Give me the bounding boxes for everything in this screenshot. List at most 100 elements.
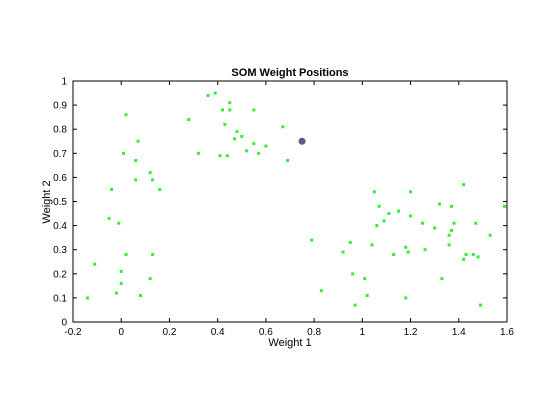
data-point xyxy=(225,154,229,158)
data-point xyxy=(363,277,367,281)
data-point xyxy=(450,204,454,208)
data-point xyxy=(124,253,128,257)
data-point xyxy=(387,212,391,216)
data-point xyxy=(348,240,352,244)
plot-area xyxy=(72,80,508,323)
data-point xyxy=(213,91,217,95)
x-tick-label: 0.2 xyxy=(162,327,176,338)
data-point xyxy=(85,296,89,300)
data-point xyxy=(148,171,152,175)
y-tick-label: 0 xyxy=(61,318,67,329)
data-point xyxy=(124,113,128,117)
data-point xyxy=(474,221,478,225)
data-point xyxy=(341,250,345,254)
data-point xyxy=(365,293,369,297)
data-point xyxy=(351,272,355,276)
data-point xyxy=(319,289,323,293)
data-point xyxy=(110,187,114,191)
data-point xyxy=(382,219,386,223)
data-point xyxy=(464,253,468,257)
data-point xyxy=(447,243,451,247)
y-tick-label: 0.5 xyxy=(53,197,67,208)
data-point xyxy=(404,296,408,300)
data-point xyxy=(392,253,396,257)
data-point xyxy=(406,250,410,254)
x-tick-label: 1 xyxy=(360,327,366,338)
x-tick-label: 1.6 xyxy=(500,327,514,338)
data-point xyxy=(377,204,381,208)
data-point xyxy=(228,101,232,105)
data-point xyxy=(93,262,97,266)
y-tick-label: 0.2 xyxy=(53,269,67,280)
data-point xyxy=(196,151,200,155)
data-point xyxy=(409,214,413,218)
data-point xyxy=(488,233,492,237)
data-point xyxy=(240,134,244,138)
x-tick-label: 0.6 xyxy=(259,327,273,338)
y-tick-label: 1 xyxy=(61,77,67,88)
data-point xyxy=(476,255,480,259)
y-tick-label: 0.8 xyxy=(53,125,67,136)
data-point xyxy=(136,139,140,143)
data-point xyxy=(117,221,121,225)
data-point xyxy=(375,224,379,228)
data-point xyxy=(264,144,268,148)
data-point xyxy=(122,151,126,155)
x-tick-label: 0.4 xyxy=(211,327,225,338)
chart-title: SOM Weight Positions xyxy=(231,67,348,79)
y-axis: 0 0.1 0.2 0.3 0.4 0.5 0.6 0.7 0.8 0.9 1 xyxy=(53,77,507,329)
data-point xyxy=(218,154,222,158)
data-point xyxy=(134,178,138,182)
y-tick-label: 0.4 xyxy=(53,221,67,232)
data-point xyxy=(119,281,123,285)
data-point xyxy=(404,245,408,249)
x-tick-label: 1.2 xyxy=(404,327,418,338)
x-tick-label: -0.2 xyxy=(64,327,82,338)
data-point xyxy=(148,277,152,281)
data-point xyxy=(423,248,427,252)
data-point xyxy=(440,277,444,281)
y-tick-label: 0.1 xyxy=(53,293,67,304)
x-axis-label: Weight 1 xyxy=(268,337,311,349)
y-tick-label: 0.3 xyxy=(53,245,67,256)
data-point xyxy=(235,130,239,134)
y-tick-label: 0.9 xyxy=(53,101,67,112)
data-point xyxy=(421,221,425,225)
data-point xyxy=(114,291,118,295)
data-point xyxy=(220,108,224,112)
data-point xyxy=(286,159,290,163)
data-point xyxy=(409,190,413,194)
x-tick-label: 1.4 xyxy=(452,327,466,338)
data-point xyxy=(397,209,400,213)
data-point xyxy=(310,238,314,242)
data-point xyxy=(433,226,437,230)
data-point xyxy=(452,221,456,225)
data-point xyxy=(478,303,482,307)
data-point xyxy=(107,216,111,220)
data-point xyxy=(462,183,466,187)
data-point xyxy=(119,269,123,273)
highlighted-point xyxy=(298,137,306,145)
x-axis: -0.2 0 0.2 0.4 0.6 0.8 1 1.2 1.4 1.6 xyxy=(64,81,514,338)
data-point xyxy=(447,233,451,237)
y-tick-label: 0.7 xyxy=(53,149,67,160)
data-point xyxy=(450,228,454,232)
data-point xyxy=(372,190,376,194)
data-point xyxy=(370,243,374,247)
data-points xyxy=(85,91,507,307)
data-point xyxy=(187,118,191,122)
y-axis-label: Weight 2 xyxy=(41,180,53,223)
data-point xyxy=(151,253,155,257)
data-point xyxy=(228,108,232,112)
data-point xyxy=(134,159,138,163)
data-point xyxy=(503,204,507,208)
x-tick-label: 0.8 xyxy=(307,327,321,338)
data-point xyxy=(158,187,162,191)
data-point xyxy=(257,151,261,155)
y-tick-label: 0.6 xyxy=(53,173,67,184)
data-point xyxy=(139,293,143,297)
data-point xyxy=(233,137,237,141)
data-point xyxy=(252,108,256,112)
data-point xyxy=(281,125,285,129)
